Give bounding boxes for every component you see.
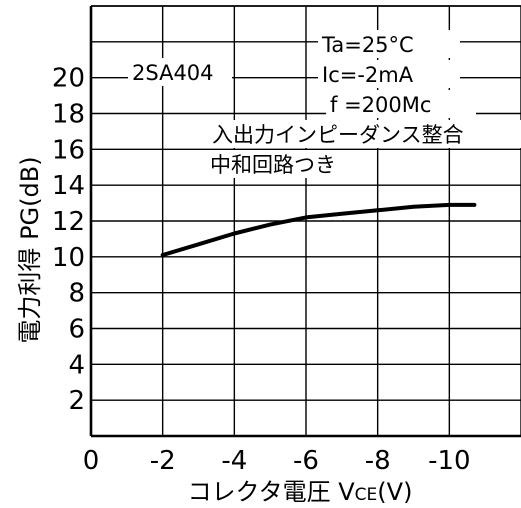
y-tick-label: 6 bbox=[68, 315, 85, 345]
note-line2: 中和回路つき bbox=[210, 153, 336, 177]
x-tick-label: -6 bbox=[293, 446, 319, 476]
y-tick-label: 14 bbox=[52, 171, 85, 201]
note-line1: 入出力インピーダンス整合 bbox=[212, 123, 464, 147]
x-tick-label: -2 bbox=[150, 446, 176, 476]
annotation-block: 2SA404 Ta=25°C Ic=-2mA f =200Mc 入出力インピーダ… bbox=[128, 30, 521, 178]
y-axis-title: 電力利得 PG(dB) bbox=[16, 156, 44, 343]
curve-layer bbox=[160, 202, 477, 257]
y-tick-label: 16 bbox=[52, 135, 85, 165]
x-tick-label: -8 bbox=[365, 446, 391, 476]
y-tick-label: 18 bbox=[52, 100, 85, 130]
x-axis-title: コレクタ電圧 VCE(V) bbox=[188, 478, 413, 506]
x-tick-label: -10 bbox=[428, 446, 470, 476]
y-tick-label: 20 bbox=[52, 64, 85, 94]
y-tick-label: 4 bbox=[68, 350, 85, 380]
x-axis-title-main: コレクタ電圧 V bbox=[188, 478, 356, 506]
label-layer: 0 -2 -4 -6 -8 -10 2 4 6 8 10 12 14 16 18 20 bbox=[52, 64, 471, 476]
ic-annotation: Ic=-2mA bbox=[322, 63, 414, 87]
x-tick-label: 0 bbox=[83, 446, 100, 476]
x-tick-label: -4 bbox=[221, 446, 247, 476]
f-annotation: f =200Mc bbox=[330, 93, 431, 117]
y-tick-label: 10 bbox=[52, 243, 85, 273]
x-axis-title-unit: (V) bbox=[377, 478, 412, 506]
y-tick-label: 2 bbox=[68, 386, 85, 416]
power-gain-curve bbox=[160, 202, 477, 257]
y-tick-label: 8 bbox=[68, 279, 85, 309]
y-tick-label: 12 bbox=[52, 207, 85, 237]
ta-annotation: Ta=25°C bbox=[321, 33, 414, 57]
x-axis-title-sub: CE bbox=[355, 485, 378, 505]
device-label: 2SA404 bbox=[132, 61, 214, 85]
